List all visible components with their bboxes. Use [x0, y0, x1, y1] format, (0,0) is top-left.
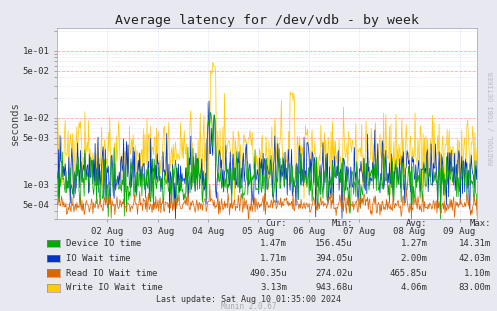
- Text: 1.10m: 1.10m: [464, 269, 491, 277]
- Text: IO Wait time: IO Wait time: [66, 254, 130, 262]
- Text: Avg:: Avg:: [406, 219, 427, 228]
- Text: 83.00m: 83.00m: [459, 284, 491, 292]
- Text: 1.47m: 1.47m: [260, 239, 287, 248]
- Text: Min:: Min:: [331, 219, 353, 228]
- Text: RRDTOOL / TOBI OETIKER: RRDTOOL / TOBI OETIKER: [489, 72, 495, 165]
- Text: 3.13m: 3.13m: [260, 284, 287, 292]
- Text: 156.45u: 156.45u: [315, 239, 353, 248]
- Text: Read IO Wait time: Read IO Wait time: [66, 269, 157, 277]
- Text: 465.85u: 465.85u: [390, 269, 427, 277]
- Text: Cur:: Cur:: [265, 219, 287, 228]
- Text: 4.06m: 4.06m: [401, 284, 427, 292]
- Text: 1.27m: 1.27m: [401, 239, 427, 248]
- Y-axis label: seconds: seconds: [10, 102, 20, 146]
- Text: 490.35u: 490.35u: [249, 269, 287, 277]
- Text: 2.00m: 2.00m: [401, 254, 427, 262]
- Text: Munin 2.0.67: Munin 2.0.67: [221, 302, 276, 311]
- Text: Max:: Max:: [470, 219, 491, 228]
- Text: 274.02u: 274.02u: [315, 269, 353, 277]
- Text: 1.71m: 1.71m: [260, 254, 287, 262]
- Text: Write IO Wait time: Write IO Wait time: [66, 284, 163, 292]
- Text: Last update: Sat Aug 10 01:35:00 2024: Last update: Sat Aug 10 01:35:00 2024: [156, 295, 341, 304]
- Title: Average latency for /dev/vdb - by week: Average latency for /dev/vdb - by week: [115, 14, 419, 27]
- Text: Device IO time: Device IO time: [66, 239, 141, 248]
- Text: 943.68u: 943.68u: [315, 284, 353, 292]
- Text: 14.31m: 14.31m: [459, 239, 491, 248]
- Text: 394.05u: 394.05u: [315, 254, 353, 262]
- Text: 42.03m: 42.03m: [459, 254, 491, 262]
